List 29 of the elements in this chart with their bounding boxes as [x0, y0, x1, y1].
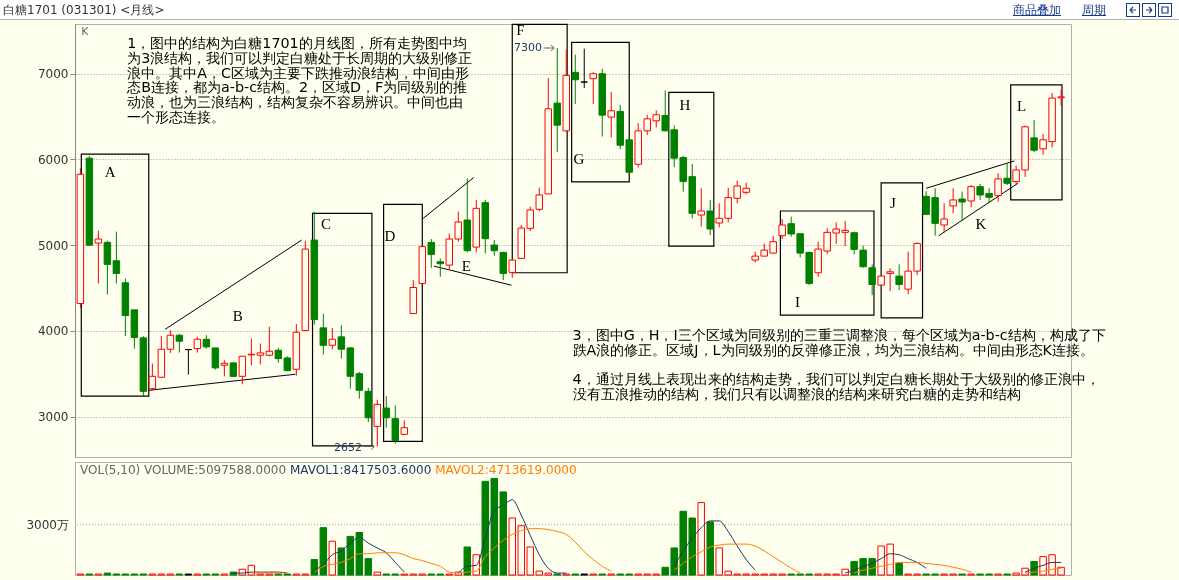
annotation: C	[321, 216, 332, 233]
y-tick-label: 4000	[37, 324, 69, 339]
annotation: H	[679, 96, 691, 113]
text: 周期	[1082, 2, 1106, 19]
ref-line-label: 3000万	[26, 517, 69, 532]
annotation: J	[889, 195, 896, 212]
annotation: I	[794, 293, 800, 310]
annotation: F	[516, 22, 525, 38]
text: MAVOL1:8417503.6000	[289, 463, 433, 477]
y-tick-label: 7000	[37, 67, 69, 82]
annotation: 3，图中G，H，I三个区域为同级别的三重三调整浪，每个区域为a-b-c结构，构成了下跌A浪的修正。区域J，L为同级别的反弹修正浪，均为三浪结构。中间由形态K连接。	[572, 327, 1106, 358]
text: 商品叠加	[1013, 2, 1061, 19]
annotation: K	[81, 24, 90, 38]
chart-title: 白糖1701 (031301) <月线>	[3, 2, 165, 19]
annotation: 4，通过月线上表现出来的结构走势，我们可以判定白糖长期处于大级别的修正浪中，没有五浪推动的结构，我们只有以调整浪的结构来研究白糖的走势和结构	[572, 370, 1100, 402]
chart-title: VOL(5,10) VOLUME:5097588.0000	[80, 463, 288, 477]
text: MAVOL2:4713619.0000	[435, 463, 577, 477]
annotation: A	[104, 164, 116, 181]
annotation: D	[384, 228, 396, 245]
annotation: 7300	[513, 41, 542, 55]
annotation: G	[573, 151, 585, 168]
y-tick-label: 6000	[37, 152, 69, 167]
y-tick-label: 3000	[37, 410, 69, 425]
annotation: E	[461, 258, 471, 275]
annotation: B	[232, 307, 243, 324]
annotation: L	[1016, 98, 1027, 115]
annotation: 1，图中的结构为白糖1701的月线图，所有走势图中均为3浪结构，我们可以判定白糖处于长周期的大级别修正浪中。其中A，C区域为主要下跌推动浪结构，中间由形态B连接，都为a-b-c结构。2，区域D，F为同级别的推动浪，也为三浪结构，结构复杂不容易辨识。中间也由一个形态连接。	[126, 35, 473, 125]
y-tick-label: 5000	[37, 238, 69, 253]
annotation: K	[975, 215, 987, 232]
